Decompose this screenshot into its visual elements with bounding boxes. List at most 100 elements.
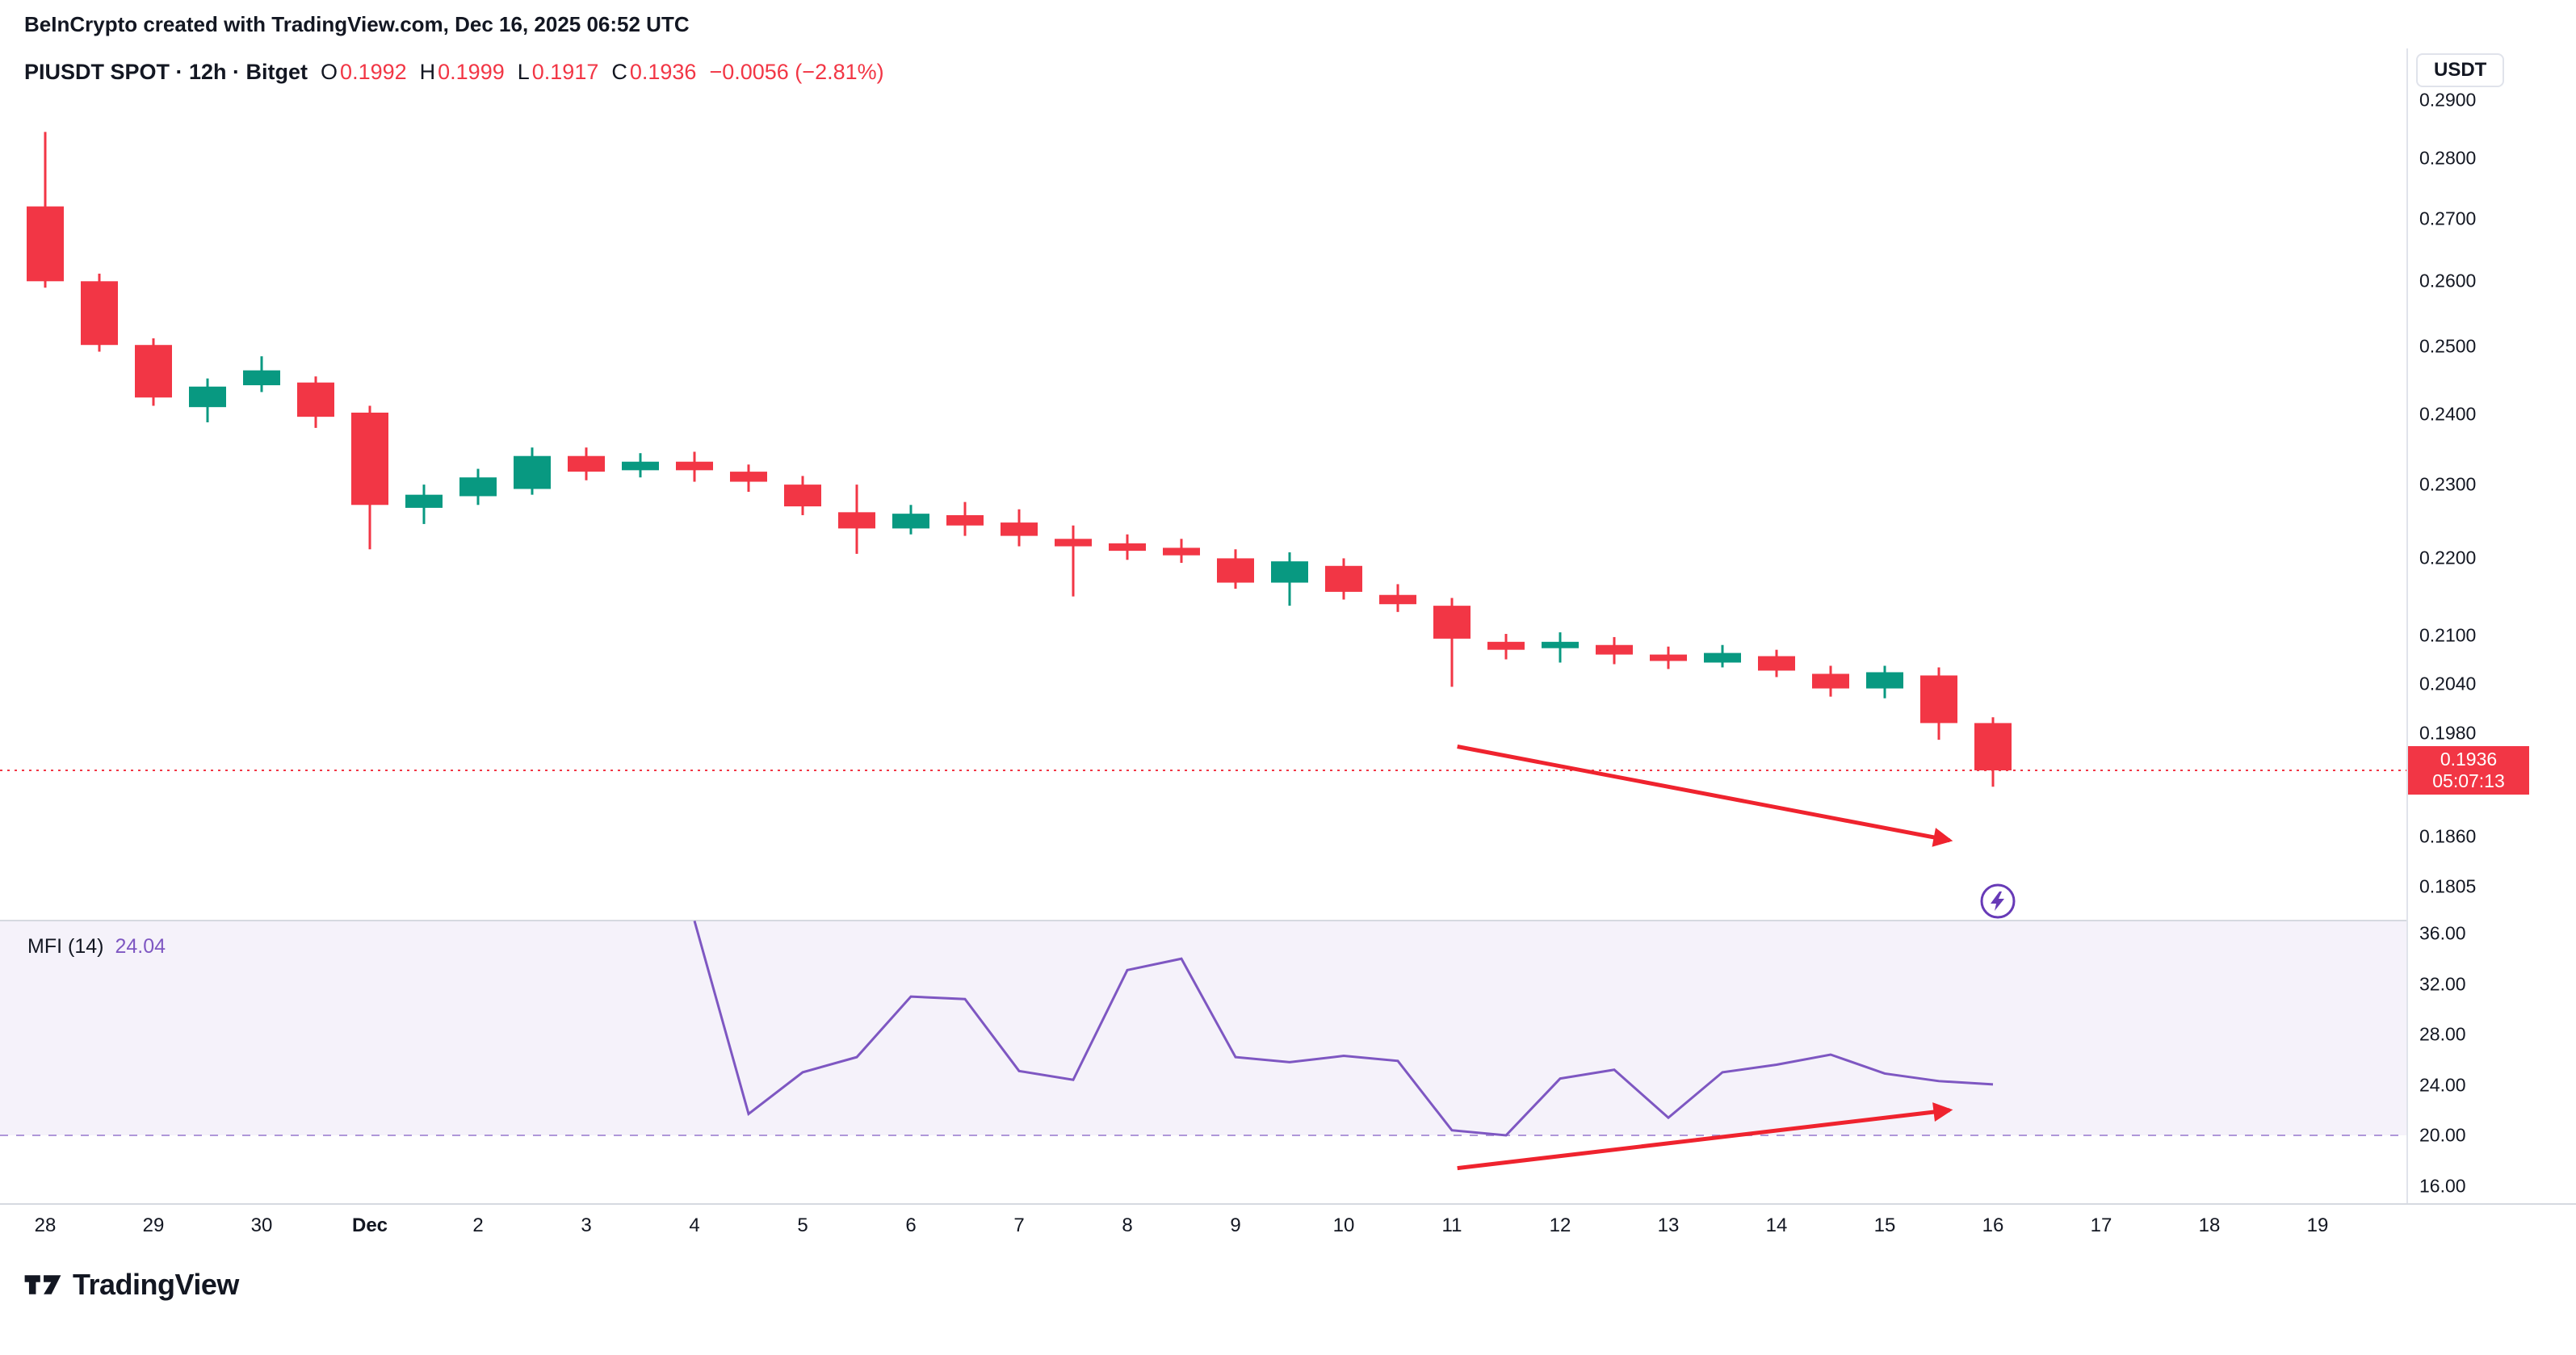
candle-body — [730, 472, 767, 482]
time-axis-label: 13 — [1657, 1214, 1680, 1236]
candle-body — [81, 281, 118, 346]
candle-body — [1866, 672, 1903, 689]
candle-body — [243, 370, 280, 386]
candle-body — [1379, 594, 1416, 605]
time-axis-label: 11 — [1441, 1214, 1462, 1236]
trend-arrow[interactable] — [1457, 1102, 1953, 1171]
footer: TradingView — [23, 1268, 239, 1302]
time-axis-label: 15 — [1873, 1214, 1896, 1236]
candle-body — [297, 382, 334, 417]
time-axis-label: 5 — [797, 1214, 808, 1236]
time-axis-label: 14 — [1765, 1214, 1788, 1236]
currency-unit-button[interactable]: USDT — [2416, 53, 2505, 87]
attribution-bar: BeInCrypto created with TradingView.com,… — [24, 0, 690, 48]
candle-body — [1055, 539, 1092, 547]
time-axis-label: 28 — [34, 1214, 57, 1236]
candle-body — [1217, 558, 1254, 583]
candle-body — [1596, 644, 1633, 655]
time-axis-label: Dec — [351, 1214, 388, 1236]
time-axis-label: 19 — [2306, 1214, 2329, 1236]
time-axis-label: 7 — [1013, 1214, 1025, 1236]
price-tick: 0.2800 — [2419, 147, 2477, 169]
mfi-tick: 32.00 — [2419, 973, 2466, 994]
attribution-text: BeInCrypto created with TradingView.com,… — [24, 11, 690, 36]
change-value: −0.0056 (−2.81%) — [709, 60, 884, 84]
bar-countdown: 05:07:13 — [2432, 770, 2505, 791]
price-tick: 0.2400 — [2419, 403, 2477, 425]
time-axis-label: 16 — [1982, 1214, 2004, 1236]
candle-body — [622, 461, 659, 471]
symbol-title[interactable]: PIUSDT SPOT · 12h · Bitget — [24, 60, 308, 84]
candle-body — [135, 345, 172, 398]
candle-body — [1758, 656, 1795, 671]
mfi-indicator-title[interactable]: MFI (14) — [27, 935, 104, 958]
candle-body — [568, 455, 605, 472]
mfi-tick: 24.00 — [2419, 1074, 2466, 1095]
price-tick: 0.2900 — [2419, 89, 2477, 111]
tradingview-logo-text[interactable]: TradingView — [73, 1268, 239, 1301]
mfi-current-value: 24.04 — [115, 935, 166, 958]
close-value: C 0.1936 — [611, 60, 697, 84]
price-tick: 0.1860 — [2419, 825, 2477, 847]
price-tick: 0.2200 — [2419, 547, 2477, 568]
time-axis-label: 18 — [2198, 1214, 2221, 1236]
time-axis-label: 12 — [1549, 1214, 1571, 1236]
candle-body — [838, 512, 875, 529]
candle-body — [676, 461, 713, 471]
price-chart-canvas[interactable] — [0, 48, 2406, 1203]
mfi-band — [0, 921, 2406, 1135]
high-value: H 0.1999 — [419, 60, 505, 84]
candle-body — [892, 514, 929, 529]
trend-arrow[interactable] — [1457, 745, 1953, 847]
candle-body — [1325, 565, 1362, 592]
time-axis-label: 6 — [905, 1214, 917, 1236]
candle-body — [1487, 641, 1525, 650]
candle-body — [189, 386, 226, 408]
candle-body — [1974, 723, 2012, 770]
candle-body — [1704, 652, 1741, 663]
candle-body — [405, 494, 443, 508]
candle-body — [1812, 673, 1849, 689]
candle-body — [1920, 675, 1957, 724]
lightning-bolt-icon[interactable] — [1979, 883, 2016, 920]
mfi-tick: 28.00 — [2419, 1023, 2466, 1045]
mfi-line — [693, 920, 1994, 1137]
time-axis-label: 3 — [581, 1214, 592, 1236]
current-price-value: 0.1936 — [2440, 748, 2498, 770]
candle-body — [27, 206, 64, 282]
candle-body — [1650, 654, 1687, 661]
time-axis-label: 9 — [1230, 1214, 1241, 1236]
mfi-tick: 16.00 — [2419, 1175, 2466, 1196]
price-tick: 0.1805 — [2419, 875, 2477, 897]
time-axis-label: 17 — [2090, 1214, 2112, 1236]
price-tick: 0.2100 — [2419, 624, 2477, 646]
price-tick: 0.2700 — [2419, 208, 2477, 229]
candle-body — [946, 514, 984, 526]
time-axis-label: 29 — [142, 1214, 165, 1236]
mfi-legend: MFI (14) 24.04 — [27, 935, 166, 959]
candle-body — [1001, 522, 1038, 536]
price-tick: 0.1980 — [2419, 722, 2477, 744]
time-axis-label: 2 — [472, 1214, 484, 1236]
candle-body — [514, 455, 551, 489]
price-axis[interactable]: USDT 0.1936 05:07:13 0.2900 0.2800 0.2700 0… — [2406, 48, 2576, 1203]
open-value: O 0.1992 — [321, 60, 407, 84]
mfi-tick: 20.00 — [2419, 1124, 2466, 1146]
candle-body — [1109, 543, 1146, 552]
candle-body — [784, 485, 821, 507]
low-value: L 0.1917 — [517, 60, 599, 84]
mfi-tick: 36.00 — [2419, 922, 2466, 944]
tradingview-logo-icon[interactable] — [23, 1272, 63, 1298]
time-axis-label: 4 — [689, 1214, 700, 1236]
time-axis-label: 30 — [250, 1214, 273, 1236]
time-axis[interactable]: 28 29 30 Dec 2 3 4 5 6 7 8 9 10 11 12 13 14 15 16 17 18 19 — [0, 1203, 2576, 1252]
candle-body — [1433, 606, 1471, 639]
time-axis-label: 8 — [1122, 1214, 1133, 1236]
price-tick: 0.2600 — [2419, 270, 2477, 292]
candle-body — [1542, 641, 1579, 648]
candle-body — [1163, 547, 1200, 556]
price-tick: 0.2040 — [2419, 673, 2477, 694]
symbol-legend: PIUSDT SPOT · 12h · Bitget O 0.1992 H 0.19… — [24, 60, 884, 85]
chart-area[interactable]: PIUSDT SPOT · 12h · Bitget O 0.1992 H 0.19… — [0, 48, 2406, 1203]
price-tick: 0.2500 — [2419, 335, 2477, 357]
